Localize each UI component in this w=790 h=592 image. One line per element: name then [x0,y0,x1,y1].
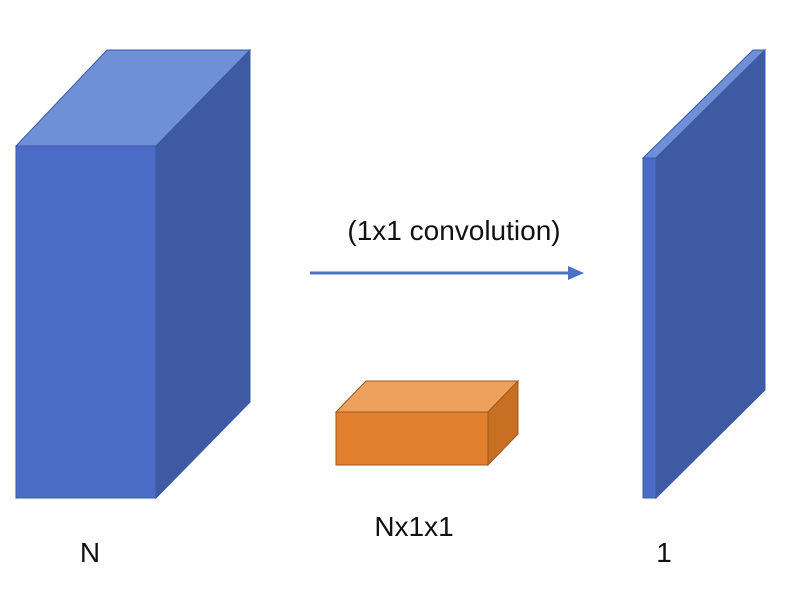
output-volume-front-face [642,157,657,499]
output-channels-label: 1 [656,537,672,568]
output-volume [641,48,767,500]
output-volume-side-face [655,48,766,500]
filter-front-face [335,411,489,466]
input-channels-label: N [80,537,100,568]
operation-arrow [310,266,584,280]
input-volume [14,48,252,500]
operation-label: (1x1 convolution) [347,215,560,246]
filter-top-face [334,380,520,413]
input-volume-front-face [15,145,157,499]
filter-shape-label: Nx1x1 [374,511,453,542]
filter-block [334,379,520,467]
arrow-head [568,266,584,280]
